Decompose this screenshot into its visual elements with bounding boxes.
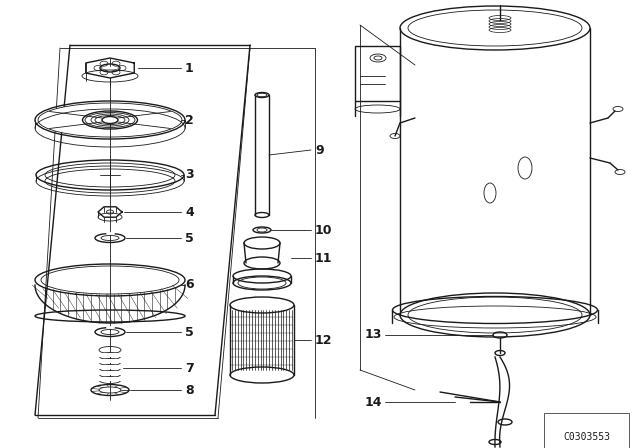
Text: 13: 13 bbox=[365, 328, 382, 341]
Text: 1: 1 bbox=[185, 61, 194, 74]
Text: 2: 2 bbox=[185, 113, 194, 126]
Text: 10: 10 bbox=[315, 224, 333, 237]
Text: C0303553: C0303553 bbox=[563, 432, 610, 442]
Text: 12: 12 bbox=[315, 333, 333, 346]
Text: 5: 5 bbox=[185, 326, 194, 339]
Bar bbox=[98, 365, 122, 369]
Ellipse shape bbox=[85, 112, 135, 128]
Text: 4: 4 bbox=[185, 206, 194, 219]
Text: 3: 3 bbox=[185, 168, 194, 181]
Bar bbox=[98, 371, 122, 375]
Text: 7: 7 bbox=[185, 362, 194, 375]
Bar bbox=[98, 377, 122, 381]
Bar bbox=[98, 353, 122, 357]
Text: 6: 6 bbox=[185, 279, 194, 292]
Text: 11: 11 bbox=[315, 251, 333, 264]
Ellipse shape bbox=[38, 103, 182, 137]
Bar bbox=[355, 46, 400, 101]
Bar bbox=[98, 359, 122, 363]
Text: 5: 5 bbox=[185, 232, 194, 245]
Text: 8: 8 bbox=[185, 383, 194, 396]
Ellipse shape bbox=[374, 56, 382, 60]
Text: 14: 14 bbox=[365, 396, 382, 409]
Text: 9: 9 bbox=[315, 143, 324, 156]
